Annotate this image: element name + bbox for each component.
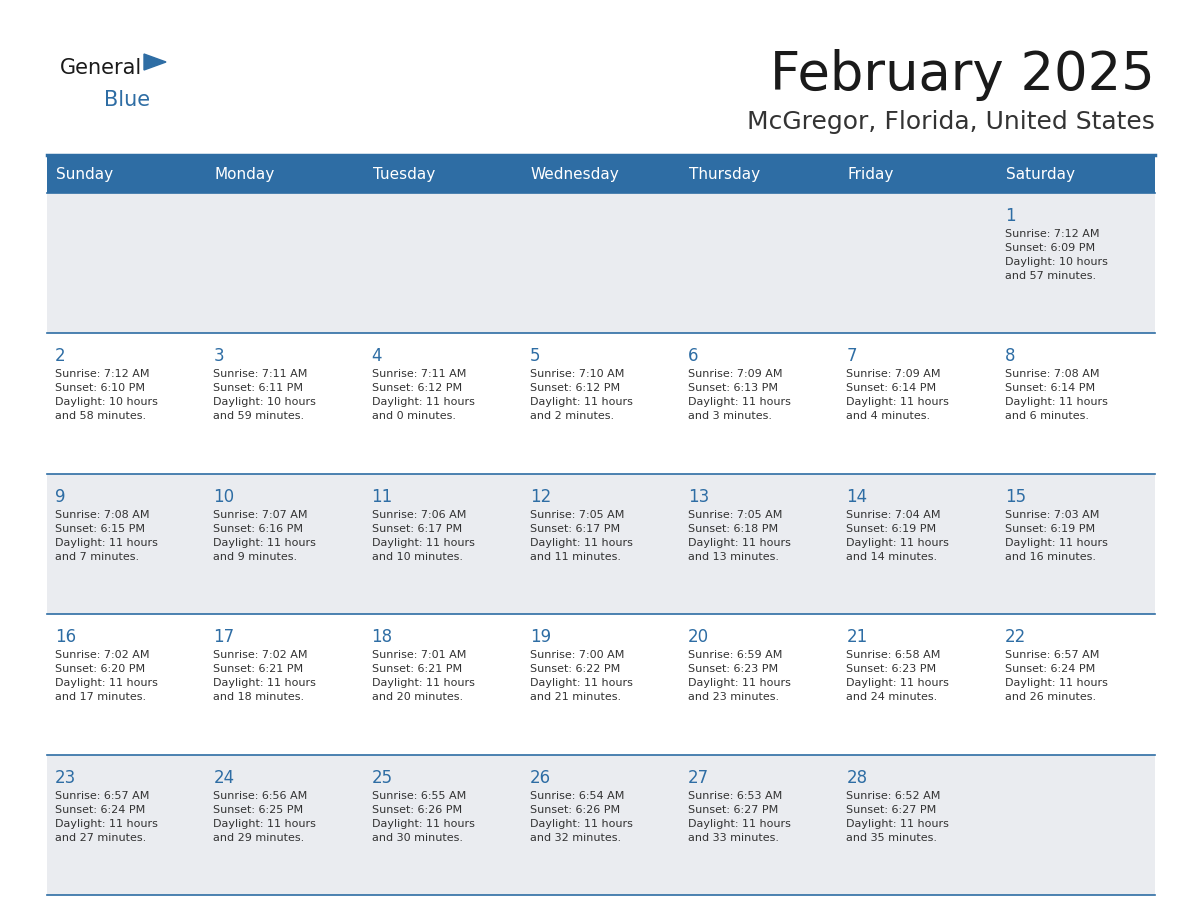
Text: Sunrise: 6:55 AM
Sunset: 6:26 PM
Daylight: 11 hours
and 30 minutes.: Sunrise: 6:55 AM Sunset: 6:26 PM Dayligh…	[372, 790, 474, 843]
Text: 3: 3	[214, 347, 223, 365]
Text: Sunrise: 7:02 AM
Sunset: 6:20 PM
Daylight: 11 hours
and 17 minutes.: Sunrise: 7:02 AM Sunset: 6:20 PM Dayligh…	[55, 650, 158, 702]
Text: 13: 13	[688, 487, 709, 506]
Text: Sunrise: 6:57 AM
Sunset: 6:24 PM
Daylight: 11 hours
and 26 minutes.: Sunrise: 6:57 AM Sunset: 6:24 PM Dayligh…	[1005, 650, 1107, 702]
Text: Monday: Monday	[214, 166, 274, 182]
Text: McGregor, Florida, United States: McGregor, Florida, United States	[747, 110, 1155, 134]
Text: Sunrise: 7:04 AM
Sunset: 6:19 PM
Daylight: 11 hours
and 14 minutes.: Sunrise: 7:04 AM Sunset: 6:19 PM Dayligh…	[846, 509, 949, 562]
Text: Sunrise: 7:05 AM
Sunset: 6:17 PM
Daylight: 11 hours
and 11 minutes.: Sunrise: 7:05 AM Sunset: 6:17 PM Dayligh…	[530, 509, 633, 562]
Text: 7: 7	[846, 347, 857, 365]
Text: Sunrise: 7:03 AM
Sunset: 6:19 PM
Daylight: 11 hours
and 16 minutes.: Sunrise: 7:03 AM Sunset: 6:19 PM Dayligh…	[1005, 509, 1107, 562]
Text: Sunrise: 7:07 AM
Sunset: 6:16 PM
Daylight: 11 hours
and 9 minutes.: Sunrise: 7:07 AM Sunset: 6:16 PM Dayligh…	[214, 509, 316, 562]
Text: Sunrise: 7:09 AM
Sunset: 6:14 PM
Daylight: 11 hours
and 4 minutes.: Sunrise: 7:09 AM Sunset: 6:14 PM Dayligh…	[846, 369, 949, 421]
Text: Sunrise: 7:08 AM
Sunset: 6:14 PM
Daylight: 11 hours
and 6 minutes.: Sunrise: 7:08 AM Sunset: 6:14 PM Dayligh…	[1005, 369, 1107, 421]
Text: 14: 14	[846, 487, 867, 506]
Text: Sunrise: 7:09 AM
Sunset: 6:13 PM
Daylight: 11 hours
and 3 minutes.: Sunrise: 7:09 AM Sunset: 6:13 PM Dayligh…	[688, 369, 791, 421]
Text: Sunrise: 6:52 AM
Sunset: 6:27 PM
Daylight: 11 hours
and 35 minutes.: Sunrise: 6:52 AM Sunset: 6:27 PM Dayligh…	[846, 790, 949, 843]
Text: Sunrise: 7:02 AM
Sunset: 6:21 PM
Daylight: 11 hours
and 18 minutes.: Sunrise: 7:02 AM Sunset: 6:21 PM Dayligh…	[214, 650, 316, 702]
Text: 18: 18	[372, 628, 393, 646]
Text: Sunrise: 6:53 AM
Sunset: 6:27 PM
Daylight: 11 hours
and 33 minutes.: Sunrise: 6:53 AM Sunset: 6:27 PM Dayligh…	[688, 790, 791, 843]
Text: Sunrise: 7:05 AM
Sunset: 6:18 PM
Daylight: 11 hours
and 13 minutes.: Sunrise: 7:05 AM Sunset: 6:18 PM Dayligh…	[688, 509, 791, 562]
Text: 2: 2	[55, 347, 65, 365]
Bar	[48, 333, 1155, 474]
Text: 24: 24	[214, 768, 234, 787]
Text: 28: 28	[846, 768, 867, 787]
Text: Wednesday: Wednesday	[531, 166, 620, 182]
Text: 21: 21	[846, 628, 867, 646]
Text: 19: 19	[530, 628, 551, 646]
Bar	[48, 614, 1155, 755]
Text: Sunrise: 7:12 AM
Sunset: 6:10 PM
Daylight: 10 hours
and 58 minutes.: Sunrise: 7:12 AM Sunset: 6:10 PM Dayligh…	[55, 369, 158, 421]
Text: 10: 10	[214, 487, 234, 506]
Text: 27: 27	[688, 768, 709, 787]
Text: Sunday: Sunday	[56, 166, 113, 182]
Text: Sunrise: 7:08 AM
Sunset: 6:15 PM
Daylight: 11 hours
and 7 minutes.: Sunrise: 7:08 AM Sunset: 6:15 PM Dayligh…	[55, 509, 158, 562]
Text: 25: 25	[372, 768, 393, 787]
Text: Sunrise: 7:11 AM
Sunset: 6:11 PM
Daylight: 10 hours
and 59 minutes.: Sunrise: 7:11 AM Sunset: 6:11 PM Dayligh…	[214, 369, 316, 421]
Text: 4: 4	[372, 347, 383, 365]
Bar	[48, 193, 1155, 333]
Text: 15: 15	[1005, 487, 1026, 506]
Text: Sunrise: 7:00 AM
Sunset: 6:22 PM
Daylight: 11 hours
and 21 minutes.: Sunrise: 7:00 AM Sunset: 6:22 PM Dayligh…	[530, 650, 633, 702]
Text: Sunrise: 7:11 AM
Sunset: 6:12 PM
Daylight: 11 hours
and 0 minutes.: Sunrise: 7:11 AM Sunset: 6:12 PM Dayligh…	[372, 369, 474, 421]
Text: 8: 8	[1005, 347, 1016, 365]
Text: Sunrise: 6:56 AM
Sunset: 6:25 PM
Daylight: 11 hours
and 29 minutes.: Sunrise: 6:56 AM Sunset: 6:25 PM Dayligh…	[214, 790, 316, 843]
Text: 11: 11	[372, 487, 393, 506]
Text: Blue: Blue	[105, 90, 150, 110]
Text: 9: 9	[55, 487, 65, 506]
Text: 5: 5	[530, 347, 541, 365]
Text: Sunrise: 7:10 AM
Sunset: 6:12 PM
Daylight: 11 hours
and 2 minutes.: Sunrise: 7:10 AM Sunset: 6:12 PM Dayligh…	[530, 369, 633, 421]
Text: Tuesday: Tuesday	[373, 166, 435, 182]
Text: Saturday: Saturday	[1006, 166, 1075, 182]
Bar	[48, 474, 1155, 614]
Text: 17: 17	[214, 628, 234, 646]
Text: Sunrise: 6:54 AM
Sunset: 6:26 PM
Daylight: 11 hours
and 32 minutes.: Sunrise: 6:54 AM Sunset: 6:26 PM Dayligh…	[530, 790, 633, 843]
Text: Sunrise: 6:59 AM
Sunset: 6:23 PM
Daylight: 11 hours
and 23 minutes.: Sunrise: 6:59 AM Sunset: 6:23 PM Dayligh…	[688, 650, 791, 702]
Polygon shape	[144, 54, 166, 70]
Bar	[48, 755, 1155, 895]
Text: Sunrise: 6:57 AM
Sunset: 6:24 PM
Daylight: 11 hours
and 27 minutes.: Sunrise: 6:57 AM Sunset: 6:24 PM Dayligh…	[55, 790, 158, 843]
Text: Sunrise: 7:12 AM
Sunset: 6:09 PM
Daylight: 10 hours
and 57 minutes.: Sunrise: 7:12 AM Sunset: 6:09 PM Dayligh…	[1005, 229, 1107, 281]
Text: Thursday: Thursday	[689, 166, 760, 182]
Text: February 2025: February 2025	[770, 49, 1155, 101]
Text: Sunrise: 6:58 AM
Sunset: 6:23 PM
Daylight: 11 hours
and 24 minutes.: Sunrise: 6:58 AM Sunset: 6:23 PM Dayligh…	[846, 650, 949, 702]
Text: 12: 12	[530, 487, 551, 506]
Text: 22: 22	[1005, 628, 1026, 646]
Text: 1: 1	[1005, 207, 1016, 225]
Text: Friday: Friday	[847, 166, 893, 182]
Text: 6: 6	[688, 347, 699, 365]
Text: Sunrise: 7:06 AM
Sunset: 6:17 PM
Daylight: 11 hours
and 10 minutes.: Sunrise: 7:06 AM Sunset: 6:17 PM Dayligh…	[372, 509, 474, 562]
Text: 16: 16	[55, 628, 76, 646]
Text: 20: 20	[688, 628, 709, 646]
Text: 26: 26	[530, 768, 551, 787]
Bar	[48, 155, 1155, 193]
Text: Sunrise: 7:01 AM
Sunset: 6:21 PM
Daylight: 11 hours
and 20 minutes.: Sunrise: 7:01 AM Sunset: 6:21 PM Dayligh…	[372, 650, 474, 702]
Text: 23: 23	[55, 768, 76, 787]
Text: General: General	[61, 58, 143, 78]
